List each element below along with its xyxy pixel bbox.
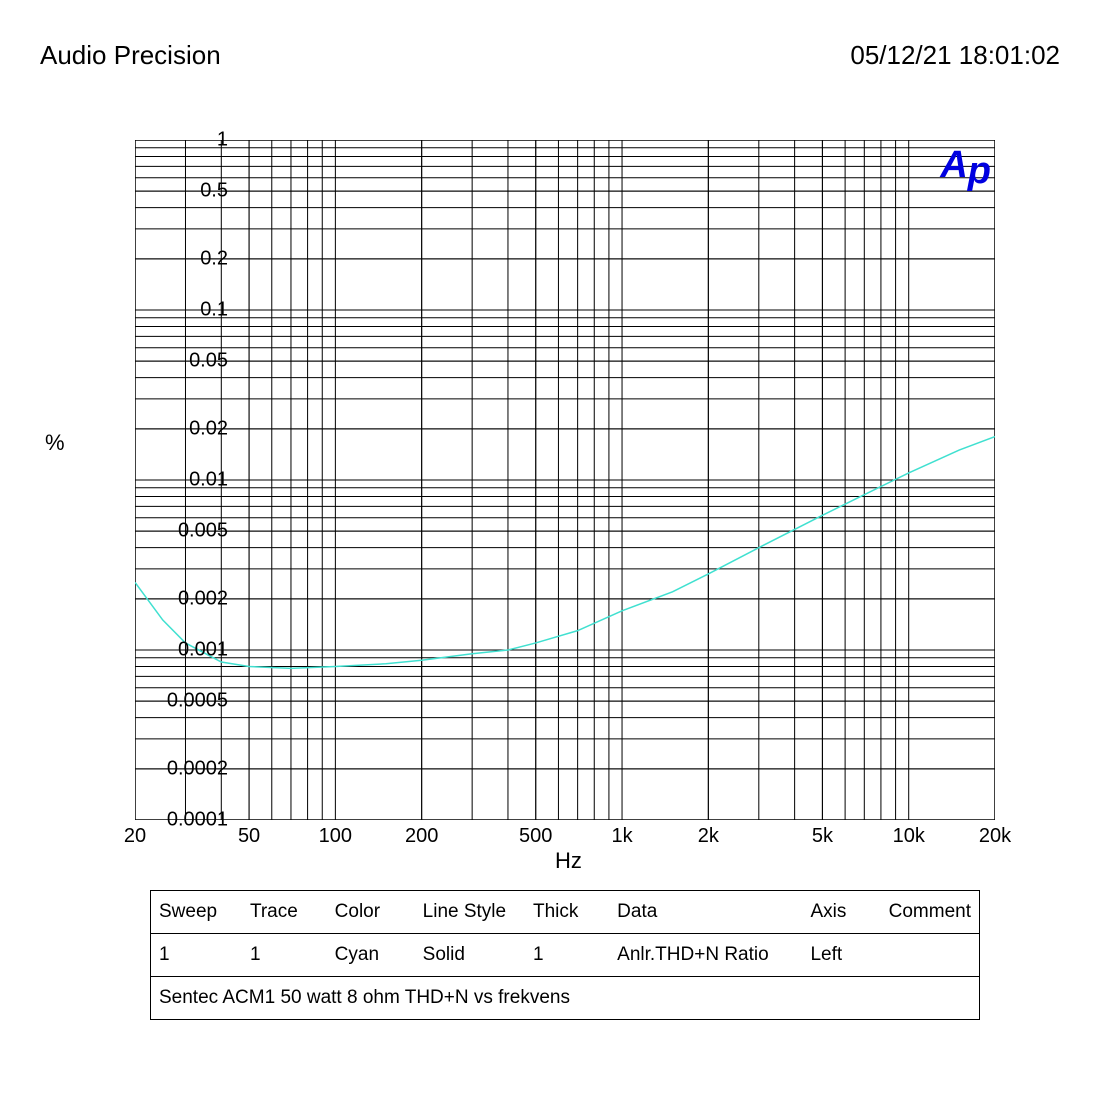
legend-col-header: Comment	[881, 891, 980, 934]
legend-cell	[881, 934, 980, 977]
x-tick-label: 100	[319, 825, 352, 848]
x-tick-label: 2k	[698, 825, 719, 848]
x-axis-label: Hz	[555, 848, 582, 874]
legend-col-header: Axis	[802, 891, 880, 934]
y-tick-label: 0.2	[200, 247, 228, 270]
x-tick-label: 10k	[893, 825, 925, 848]
legend-caption: Sentec ACM1 50 watt 8 ohm THD+N vs frekv…	[151, 977, 980, 1020]
legend-cell: Solid	[415, 934, 525, 977]
legend-cell: Left	[802, 934, 880, 977]
y-tick-label: 0.0001	[167, 809, 228, 832]
y-tick-label: 0.005	[178, 520, 228, 543]
y-tick-label: 0.1	[200, 299, 228, 322]
y-tick-label: 0.02	[189, 417, 228, 440]
y-tick-label: 0.0002	[167, 757, 228, 780]
y-tick-label: 0.01	[189, 469, 228, 492]
x-tick-label: 200	[405, 825, 438, 848]
legend-header-row: SweepTraceColorLine StyleThickDataAxisCo…	[151, 891, 980, 934]
legend-col-header: Color	[327, 891, 415, 934]
legend-cell: 1	[242, 934, 327, 977]
legend-cell: 1	[151, 934, 242, 977]
x-tick-label: 20k	[979, 825, 1011, 848]
y-tick-label: 0.05	[189, 350, 228, 373]
ap-logo: Ap	[940, 144, 991, 187]
legend-table: SweepTraceColorLine StyleThickDataAxisCo…	[150, 890, 980, 1020]
x-tick-label: 50	[238, 825, 260, 848]
y-tick-label: 0.001	[178, 639, 228, 662]
y-tick-label: 1	[217, 129, 228, 152]
app-title: Audio Precision	[40, 40, 221, 71]
chart: Ap	[135, 140, 995, 820]
legend-cell: Anlr.THD+N Ratio	[609, 934, 802, 977]
y-axis-label: %	[45, 430, 65, 456]
legend-cell: Cyan	[327, 934, 415, 977]
chart-svg	[135, 140, 995, 820]
legend-col-header: Trace	[242, 891, 327, 934]
page: Audio Precision 05/12/21 18:01:02 % Ap 0…	[0, 0, 1100, 1100]
x-tick-label: 500	[519, 825, 552, 848]
legend-data-row: 11CyanSolid1Anlr.THD+N RatioLeft	[151, 934, 980, 977]
legend-cell: 1	[525, 934, 609, 977]
x-tick-label: 1k	[611, 825, 632, 848]
x-tick-label: 20	[124, 825, 146, 848]
header: Audio Precision 05/12/21 18:01:02	[40, 40, 1060, 71]
legend-col-header: Thick	[525, 891, 609, 934]
legend-col-header: Data	[609, 891, 802, 934]
x-tick-label: 5k	[812, 825, 833, 848]
y-tick-label: 0.5	[200, 180, 228, 203]
y-tick-label: 0.0005	[167, 690, 228, 713]
timestamp: 05/12/21 18:01:02	[850, 40, 1060, 71]
y-tick-label: 0.002	[178, 587, 228, 610]
legend-col-header: Line Style	[415, 891, 525, 934]
legend-col-header: Sweep	[151, 891, 242, 934]
